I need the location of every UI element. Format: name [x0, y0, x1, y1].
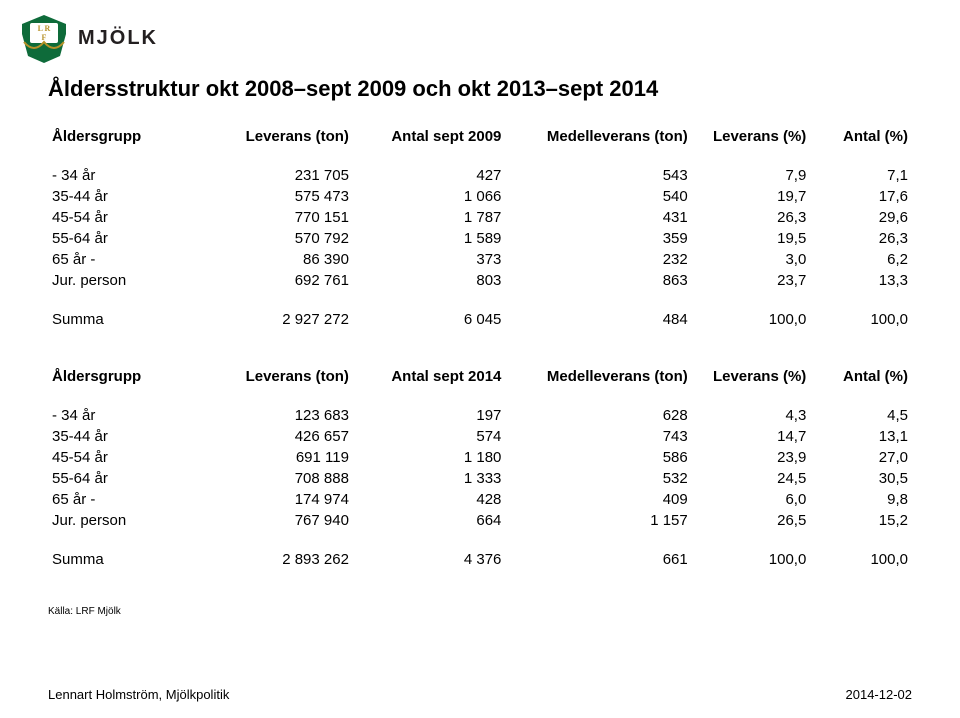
- col-header: Medelleverans (ton): [505, 126, 691, 147]
- summary-row: Summa2 893 2624 376661100,0100,0: [48, 549, 912, 570]
- table-row: 45-54 år691 1191 18058623,927,0: [48, 447, 912, 468]
- col-header: Antal (%): [810, 366, 912, 387]
- col-header: Åldersgrupp: [48, 126, 184, 147]
- col-header: Leverans (%): [692, 366, 811, 387]
- col-header: Leverans (%): [692, 126, 811, 147]
- footer-date: 2014-12-02: [846, 687, 913, 702]
- table-header-row: Åldersgrupp Leverans (ton) Antal sept 20…: [48, 366, 912, 387]
- footer: Lennart Holmström, Mjölkpolitik 2014-12-…: [48, 687, 912, 702]
- col-header: Åldersgrupp: [48, 366, 184, 387]
- shield-icon: L R F: [18, 12, 70, 64]
- col-header: Leverans (ton): [184, 366, 353, 387]
- col-header: Antal (%): [810, 126, 912, 147]
- age-structure-table-2014: Åldersgrupp Leverans (ton) Antal sept 20…: [48, 366, 912, 570]
- table-row: 65 år -174 9744284096,09,8: [48, 489, 912, 510]
- col-header: Antal sept 2014: [353, 366, 505, 387]
- age-structure-table-2009: Åldersgrupp Leverans (ton) Antal sept 20…: [48, 126, 912, 330]
- table-row: 55-64 år708 8881 33353224,530,5: [48, 468, 912, 489]
- table-row: 45-54 år770 1511 78743126,329,6: [48, 207, 912, 228]
- table-row: Jur. person767 9406641 15726,515,2: [48, 510, 912, 531]
- table-row: Jur. person692 76180386323,713,3: [48, 270, 912, 291]
- table-row: - 34 år231 7054275437,97,1: [48, 165, 912, 186]
- footer-author: Lennart Holmström, Mjölkpolitik: [48, 687, 229, 702]
- table-row: 35-44 år426 65757474314,713,1: [48, 426, 912, 447]
- table-header-row: Åldersgrupp Leverans (ton) Antal sept 20…: [48, 126, 912, 147]
- summary-row: Summa2 927 2726 045484100,0100,0: [48, 309, 912, 330]
- col-header: Leverans (ton): [184, 126, 353, 147]
- page: L R F MJÖLK Åldersstruktur okt 2008–sept…: [0, 0, 960, 718]
- brand-logo: L R F MJÖLK: [18, 12, 158, 64]
- table-row: - 34 år123 6831976284,34,5: [48, 405, 912, 426]
- brand-name: MJÖLK: [78, 27, 158, 50]
- page-title: Åldersstruktur okt 2008–sept 2009 och ok…: [48, 76, 912, 102]
- col-header: Medelleverans (ton): [505, 366, 691, 387]
- col-header: Antal sept 2009: [353, 126, 505, 147]
- table-row: 65 år -86 3903732323,06,2: [48, 249, 912, 270]
- table-row: 55-64 år570 7921 58935919,526,3: [48, 228, 912, 249]
- table-row: 35-44 år575 4731 06654019,717,6: [48, 186, 912, 207]
- source-line: Källa: LRF Mjölk: [48, 606, 912, 617]
- svg-text:L R: L R: [38, 24, 51, 33]
